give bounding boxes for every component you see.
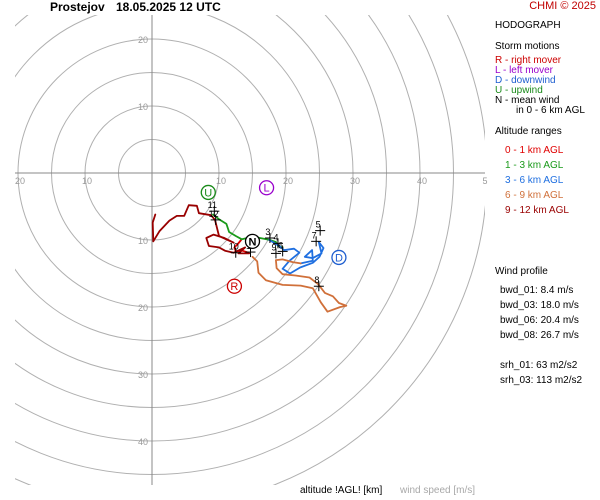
storm-motions-list: R - right mover L - left mover D - downwin…	[495, 56, 585, 116]
storm-motion-item-5: in 0 - 6 km AGL	[516, 105, 585, 116]
copyright: CHMI © 2025	[529, 0, 596, 12]
wind-segment-0	[233, 239, 250, 254]
y-tick-label-3: 20	[138, 303, 148, 313]
storm-motion-label-L: L	[264, 183, 270, 195]
height-marker-label-6: 6	[278, 240, 283, 250]
legend-title: HODOGRAPH	[495, 20, 561, 31]
storm-motion-marker-L	[258, 180, 275, 196]
wind-segment-4	[151, 204, 251, 255]
y-tick-label-5: 40	[138, 437, 148, 447]
x-tick-label-2: 10	[216, 176, 226, 186]
x-tick-label-3: 20	[283, 176, 293, 186]
height-marker-label-8: 8	[314, 275, 319, 285]
storm-motion-label-D: D	[335, 252, 343, 264]
altitude-ranges-title: Altitude ranges	[495, 126, 562, 137]
wind-profile-item-3: bwd_08: 26.7 m/s	[500, 330, 579, 341]
storm-motion-item-2: D - downwind	[495, 75, 556, 86]
speed-ring-35	[15, 15, 387, 408]
altitude-range-item-3: 6 - 9 km AGL	[505, 190, 564, 201]
y-tick-label-1: 10	[138, 102, 148, 112]
wind-segment-3	[251, 255, 348, 313]
wind-profile-list: bwd_01: 8.4 m/s bwd_03: 18.0 m/s bwd_06: 2…	[500, 286, 582, 391]
y-tick-label-2: 10	[138, 236, 148, 246]
storm-motion-marker-D	[331, 249, 347, 266]
altitude-axis-label: altitude !AGL! [km]	[300, 485, 383, 496]
wind-profile-item-2: bwd_06: 20.4 m/s	[500, 315, 579, 326]
station-name: Prostejov	[50, 0, 105, 14]
wind-profile-item-5: srh_01: 63 m2/s2	[500, 360, 578, 371]
height-marker-label-5: 5	[316, 220, 321, 230]
plot-area: 13456789101112RLDUN	[15, 15, 485, 485]
wind-profile-item-6: srh_03: 113 m2/s2	[500, 375, 583, 386]
altitude-range-item-1: 1 - 3 km AGL	[505, 160, 564, 171]
wind-segment-2	[268, 239, 325, 275]
x-tick-label-1: 10	[82, 176, 92, 186]
wind-profile-item-1: bwd_03: 18.0 m/s	[500, 300, 579, 311]
storm-motion-item-0: R - right mover	[495, 55, 562, 66]
speed-axis-label: wind speed [m/s]	[400, 485, 476, 496]
height-marker-label-10: 10	[229, 242, 239, 252]
x-tick-label-0: 20	[15, 176, 25, 186]
datetime: 18.05.2025 12 UTC	[116, 0, 221, 14]
height-marker-label-4: 4	[273, 232, 278, 242]
y-tick-label-0: 20	[138, 35, 148, 45]
storm-motion-marker-R	[226, 278, 243, 294]
y-tick-label-4: 30	[138, 370, 148, 380]
storm-motion-item-4: N - mean wind	[495, 95, 560, 106]
storm-motion-marker-U	[200, 184, 216, 201]
storm-motion-label-R: R	[230, 281, 238, 293]
x-tick-label-6: 5	[482, 176, 487, 186]
x-tick-label-5: 40	[417, 176, 427, 186]
height-marker-label-11: 11	[208, 200, 217, 210]
height-marker-label-12: 12	[209, 209, 219, 219]
storm-motion-item-3: U - upwind	[495, 85, 543, 96]
wind-profile-item-0: bwd_01: 8.4 m/s	[500, 285, 574, 296]
storm-motion-label-U: U	[204, 187, 212, 199]
storm-motions-title: Storm motions	[495, 41, 560, 52]
storm-motion-label-N: N	[249, 236, 257, 248]
altitude-range-item-4: 9 - 12 km AGL	[505, 205, 569, 216]
altitude-range-item-0: 0 - 1 km AGL	[505, 145, 564, 156]
storm-motion-item-1: L - left mover	[495, 65, 553, 76]
storm-motion-marker-N	[244, 233, 261, 249]
altitude-ranges-list: 0 - 1 km AGL 1 - 3 km AGL 3 - 6 km AGL 6 - …	[505, 146, 569, 221]
wind-profile-item-4	[500, 346, 582, 361]
x-tick-label-4: 30	[350, 176, 360, 186]
wind-profile-title: Wind profile	[495, 266, 548, 277]
speed-ring-45	[15, 15, 454, 475]
altitude-range-item-2: 3 - 6 km AGL	[505, 175, 564, 186]
height-marker-label-7: 7	[312, 230, 317, 240]
height-marker-label-9: 9	[271, 242, 276, 252]
height-marker-label-3: 3	[265, 227, 270, 237]
